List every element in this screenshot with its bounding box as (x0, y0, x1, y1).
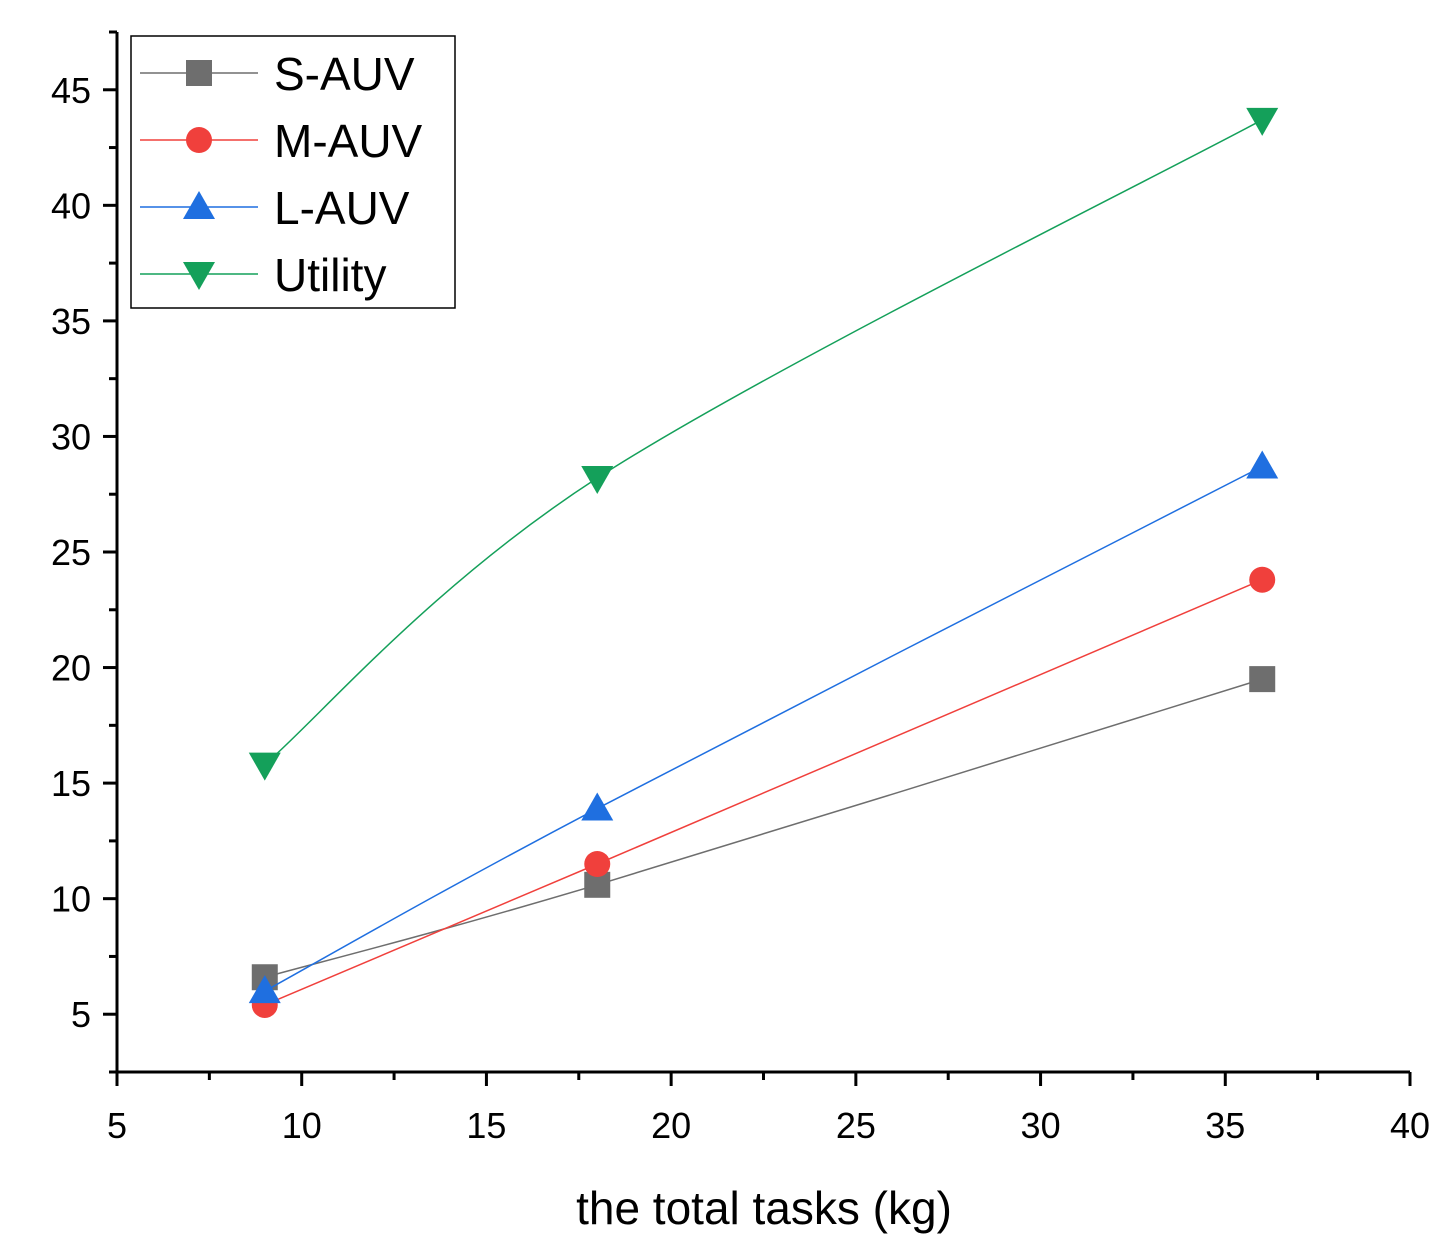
y-tick-label: 20 (51, 648, 91, 689)
x-tick-label: 20 (651, 1105, 691, 1146)
x-tick-label: 15 (466, 1105, 506, 1146)
legend-label-s-auv: S-AUV (274, 48, 415, 100)
data-point-l-auv (248, 975, 281, 1004)
x-tick-label: 5 (107, 1105, 127, 1146)
series-line-m-auv (264, 579, 1263, 1006)
x-tick-label: 30 (1021, 1105, 1061, 1146)
series-l-auv (248, 450, 1279, 1004)
legend-marker-m-auv (186, 127, 212, 153)
axes: 5 10 15 20 25 30 35 40 5 10 15 20 25 30 35 40 45 (51, 30, 1430, 1146)
series-utility (248, 107, 1279, 781)
data-point-utility (248, 752, 281, 781)
y-tick-label: 10 (51, 879, 91, 920)
x-tick-label: 25 (836, 1105, 876, 1146)
series-layer (248, 107, 1279, 1018)
data-point-utility (581, 466, 614, 495)
series-line-utility (264, 119, 1263, 766)
y-tick-label: 15 (51, 763, 91, 804)
y-tick-label: 45 (51, 70, 91, 111)
y-tick-label: 40 (51, 185, 91, 226)
series-s-auv (251, 666, 1276, 991)
y-tick-label: 35 (51, 301, 91, 342)
y-tick-label: 25 (51, 532, 91, 573)
legend-marker-utility (183, 262, 215, 290)
series-m-auv (251, 566, 1276, 1018)
data-point-l-auv (1246, 450, 1279, 479)
data-point-utility (1246, 107, 1279, 136)
data-point-m-auv (1249, 566, 1276, 593)
legend-marker-s-auv (186, 60, 212, 86)
x-axis-title: the total tasks (kg) (576, 1182, 952, 1234)
x-tick-label: 40 (1390, 1105, 1430, 1146)
legend-label-m-auv: M-AUV (274, 115, 423, 167)
data-point-m-auv (584, 851, 611, 877)
series-line-l-auv (264, 465, 1263, 992)
y-tick-label: 30 (51, 416, 91, 457)
y-tick-label: 5 (71, 994, 91, 1035)
series-line-s-auv (264, 678, 1263, 978)
x-tick-label: 10 (282, 1105, 322, 1146)
legend-label-l-auv: L-AUV (274, 182, 410, 234)
data-point-l-auv (581, 792, 614, 821)
legend: S-AUV M-AUV L-AUV Utility (130, 35, 456, 309)
legend-marker-l-auv (183, 191, 215, 219)
data-point-s-auv (1249, 666, 1276, 693)
x-tick-label: 35 (1205, 1105, 1245, 1146)
legend-label-utility: Utility (274, 249, 386, 301)
